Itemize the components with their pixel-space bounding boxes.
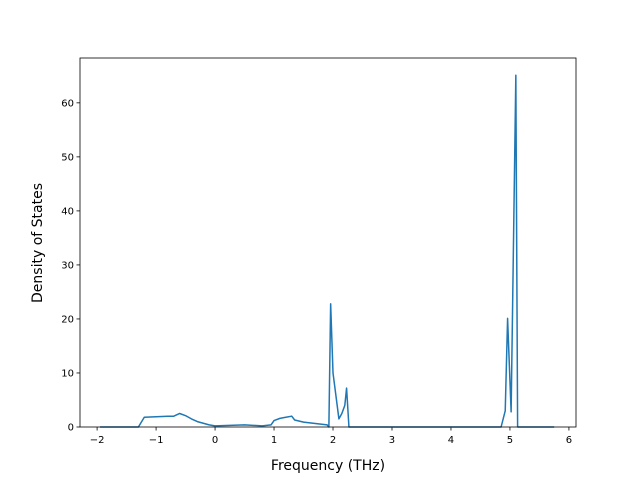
x-tick-label: 4 [448,435,454,446]
x-axis-label: Frequency (THz) [271,458,385,474]
x-tick-label: 2 [330,435,336,446]
y-tick-label: 30 [61,260,74,271]
x-tick-label: −1 [149,435,164,446]
x-tick-label: 5 [507,435,513,446]
x-tick-label: 0 [212,435,218,446]
plot-frame [79,57,577,428]
x-tick-label: −2 [90,435,105,446]
y-tick-label: 40 [61,206,74,217]
y-tick-label: 0 [68,423,74,434]
data-line [100,74,555,428]
y-tick-label: 60 [61,98,74,109]
y-tick-label: 50 [61,152,74,163]
y-axis-label: Density of States [30,183,46,303]
x-tick-label: 1 [271,435,277,446]
y-tick-label: 10 [61,368,74,379]
x-tick-label: 6 [566,435,572,446]
y-tick-label: 20 [61,314,74,325]
x-tick-label: 3 [389,435,395,446]
